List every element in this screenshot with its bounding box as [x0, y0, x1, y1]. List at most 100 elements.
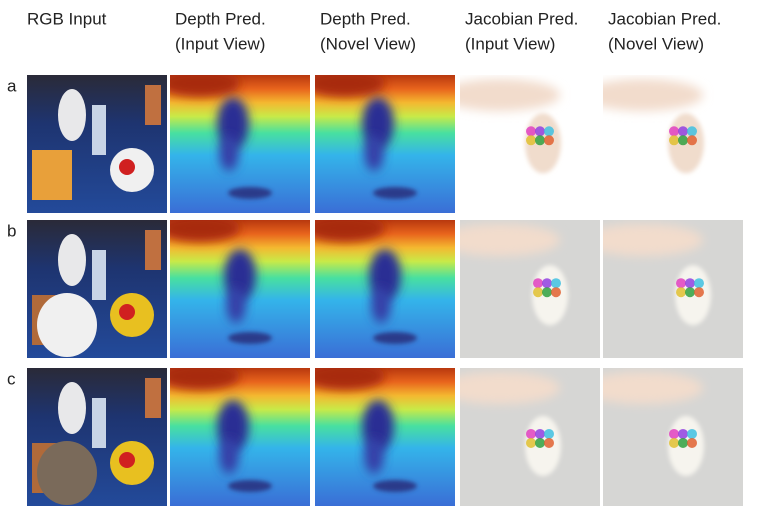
object [37, 441, 97, 505]
jacobian-dot [669, 428, 679, 439]
object [92, 250, 106, 300]
jacobian-dot [676, 278, 686, 289]
object [58, 382, 86, 434]
column-header: (Novel View) [608, 34, 704, 53]
depth-arm [219, 437, 239, 474]
object [145, 378, 161, 418]
depth-arm [362, 97, 394, 150]
jacobian-dot [542, 278, 552, 289]
image-content [315, 368, 455, 506]
depth-near [315, 220, 385, 242]
jacobian-dot [678, 135, 688, 146]
object [92, 105, 106, 155]
jacobian-haze [460, 224, 560, 256]
panel-image [460, 75, 600, 213]
jacobian-dot [544, 428, 554, 439]
jacobian-dot [687, 126, 697, 137]
object [145, 230, 161, 270]
panel-image [170, 75, 310, 213]
jacobian-dot [542, 287, 552, 298]
depth-arm [217, 399, 249, 452]
panel-image [315, 75, 455, 213]
jacobian-dot [535, 126, 545, 137]
jacobian-dot [669, 126, 679, 137]
jacobian-dot [544, 126, 554, 137]
image-content [603, 220, 743, 358]
depth-arm [371, 287, 391, 324]
object [32, 150, 72, 200]
image-content [170, 220, 310, 358]
image-content [603, 75, 743, 213]
image-content [460, 368, 600, 506]
panel-image [603, 220, 743, 358]
jacobian-dot [551, 287, 561, 298]
jacobian-dot [544, 135, 554, 146]
jacobian-haze [460, 79, 560, 111]
jacobian-dot [685, 278, 695, 289]
jacobian-dot [669, 135, 679, 146]
panel-image [27, 368, 167, 506]
depth-shadow [373, 332, 417, 344]
depth-arm [364, 135, 384, 172]
depth-shadow [373, 187, 417, 199]
jacobian-dot [687, 437, 697, 448]
object [119, 159, 135, 175]
jacobian-dot [533, 287, 543, 298]
column-header: (Input View) [175, 34, 265, 53]
jacobian-dot [694, 287, 704, 298]
column-header: (Input View) [465, 34, 555, 53]
image-content [315, 75, 455, 213]
depth-shadow [373, 480, 417, 492]
image-content [170, 75, 310, 213]
jacobian-dot [544, 437, 554, 448]
column-header: Jacobian Pred. [608, 9, 721, 28]
panel-image [315, 220, 455, 358]
depth-shadow [228, 480, 272, 492]
image-content [460, 75, 600, 213]
object [145, 85, 161, 125]
image-content [27, 368, 167, 506]
depth-near [170, 75, 240, 97]
jacobian-dot [551, 278, 561, 289]
panel-image [603, 75, 743, 213]
image-content [27, 220, 167, 358]
panel-image [460, 368, 600, 506]
object [119, 304, 135, 320]
jacobian-dot [687, 428, 697, 439]
jacobian-haze [603, 224, 703, 256]
panel-image [27, 220, 167, 358]
jacobian-dot [535, 135, 545, 146]
depth-arm [364, 437, 384, 474]
depth-near [315, 368, 385, 390]
image-content [315, 220, 455, 358]
depth-shadow [228, 332, 272, 344]
panel-image [603, 368, 743, 506]
depth-arm [224, 249, 256, 302]
jacobian-dot [526, 126, 536, 137]
jacobian-dot [535, 437, 545, 448]
image-content [603, 368, 743, 506]
depth-shadow [228, 187, 272, 199]
depth-near [170, 220, 240, 242]
panel-image [315, 368, 455, 506]
object [119, 452, 135, 468]
jacobian-dot [669, 437, 679, 448]
jacobian-haze [460, 372, 560, 404]
jacobian-dot [687, 135, 697, 146]
jacobian-dot [685, 287, 695, 298]
column-header: RGB Input [27, 9, 107, 28]
depth-arm [219, 135, 239, 172]
image-content [27, 75, 167, 213]
column-header: Jacobian Pred. [465, 9, 578, 28]
depth-near [170, 368, 240, 390]
object [58, 234, 86, 286]
jacobian-dot [678, 126, 688, 137]
column-header: Depth Pred. [320, 9, 411, 28]
panel-image [170, 220, 310, 358]
depth-near [315, 75, 385, 97]
image-content [460, 220, 600, 358]
object [58, 89, 86, 141]
row-label: c [7, 369, 16, 388]
jacobian-dot [678, 428, 688, 439]
